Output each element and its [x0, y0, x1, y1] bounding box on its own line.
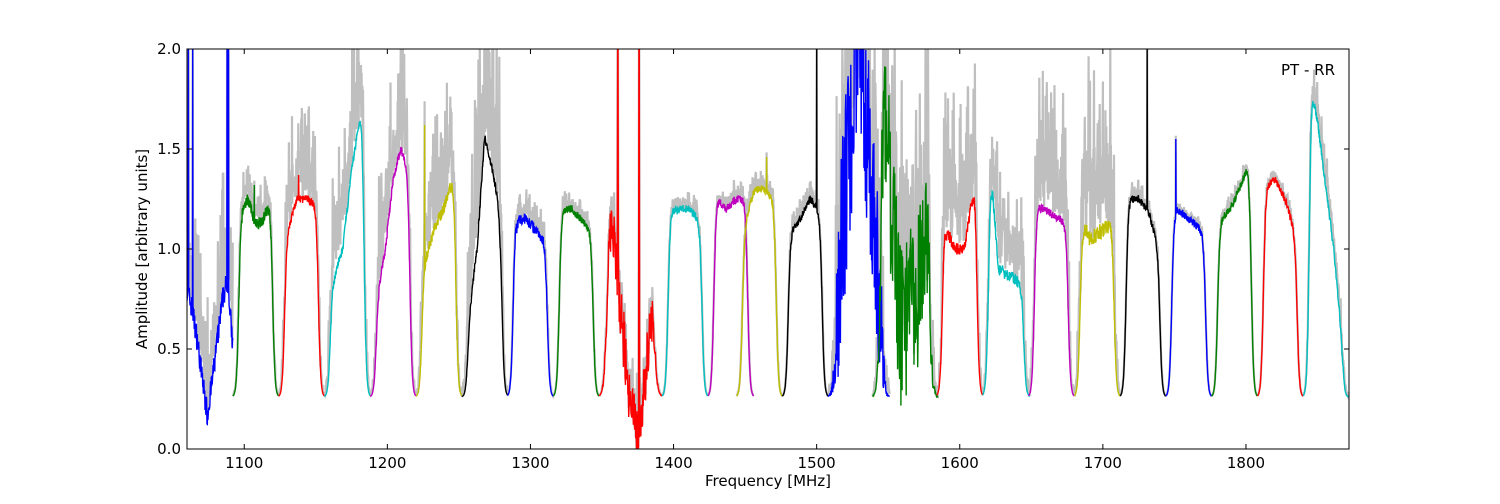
x-axis-label: Frequency [MHz]: [705, 472, 831, 490]
background-series-line: [1073, 49, 1121, 398]
y-tick-label: 1.5: [157, 140, 181, 158]
subband-series-line: [936, 197, 984, 396]
subband-series-line: [415, 124, 463, 397]
subband-series-line: [1119, 49, 1167, 397]
subband-series-line: [872, 66, 939, 406]
subband-series-line: [982, 190, 1031, 397]
subband-series-line: [707, 194, 755, 397]
background-series-line: [1119, 49, 1167, 398]
subband-series-line: [736, 156, 783, 397]
subband-series-line: [1256, 176, 1304, 397]
axis-ticks: 1100 1200 1300 1400 1500 1600 1700 1800 0.0 0.5 1.…: [157, 40, 1349, 472]
subband-series-line: [1302, 101, 1349, 398]
subband-series-line: [598, 49, 663, 449]
background-series-line: [460, 49, 509, 396]
subband-series-line: [1027, 202, 1075, 397]
plot-series: [187, 49, 1349, 449]
subband-series-line: [506, 213, 554, 397]
background-series-line: [981, 136, 1031, 396]
subband-series-line: [461, 135, 509, 398]
subband-series-line: [1211, 168, 1258, 397]
background-series-line: [369, 49, 418, 398]
subband-series-line: [1073, 220, 1121, 397]
subband-series-line: [781, 49, 829, 397]
y-tick-label: 2.0: [157, 40, 181, 58]
background-series-line: [1027, 70, 1076, 395]
background-series-line: [827, 49, 891, 396]
x-tick-label: 1400: [654, 454, 692, 472]
y-axis-label: Amplitude [arbitrary units]: [133, 149, 151, 349]
x-tick-label: 1100: [225, 454, 263, 472]
background-series-line: [323, 49, 372, 400]
x-tick-label: 1700: [1084, 454, 1122, 472]
subband-series-line: [1165, 138, 1213, 397]
background-series-line: [935, 63, 984, 398]
subband-series-line: [661, 204, 709, 397]
subband-series-line: [187, 49, 234, 426]
x-tick-label: 1800: [1227, 454, 1265, 472]
y-tick-label: 0.0: [157, 440, 181, 458]
y-tick-label: 1.0: [157, 240, 181, 258]
background-series-line: [187, 49, 234, 415]
x-tick-label: 1300: [511, 454, 549, 472]
x-tick-label: 1600: [941, 454, 979, 472]
background-series-line: [781, 49, 829, 398]
subband-series-line: [369, 146, 417, 398]
subband-series-line: [278, 174, 325, 397]
subband-series-line: [324, 120, 371, 397]
background-series-line: [277, 106, 326, 397]
subband-series-line: [232, 184, 280, 397]
x-tick-label: 1200: [368, 454, 406, 472]
annotation-label: PT - RR: [1281, 61, 1335, 79]
subband-series-line: [552, 205, 600, 397]
x-tick-label: 1500: [798, 454, 836, 472]
y-tick-label: 0.5: [157, 340, 181, 358]
